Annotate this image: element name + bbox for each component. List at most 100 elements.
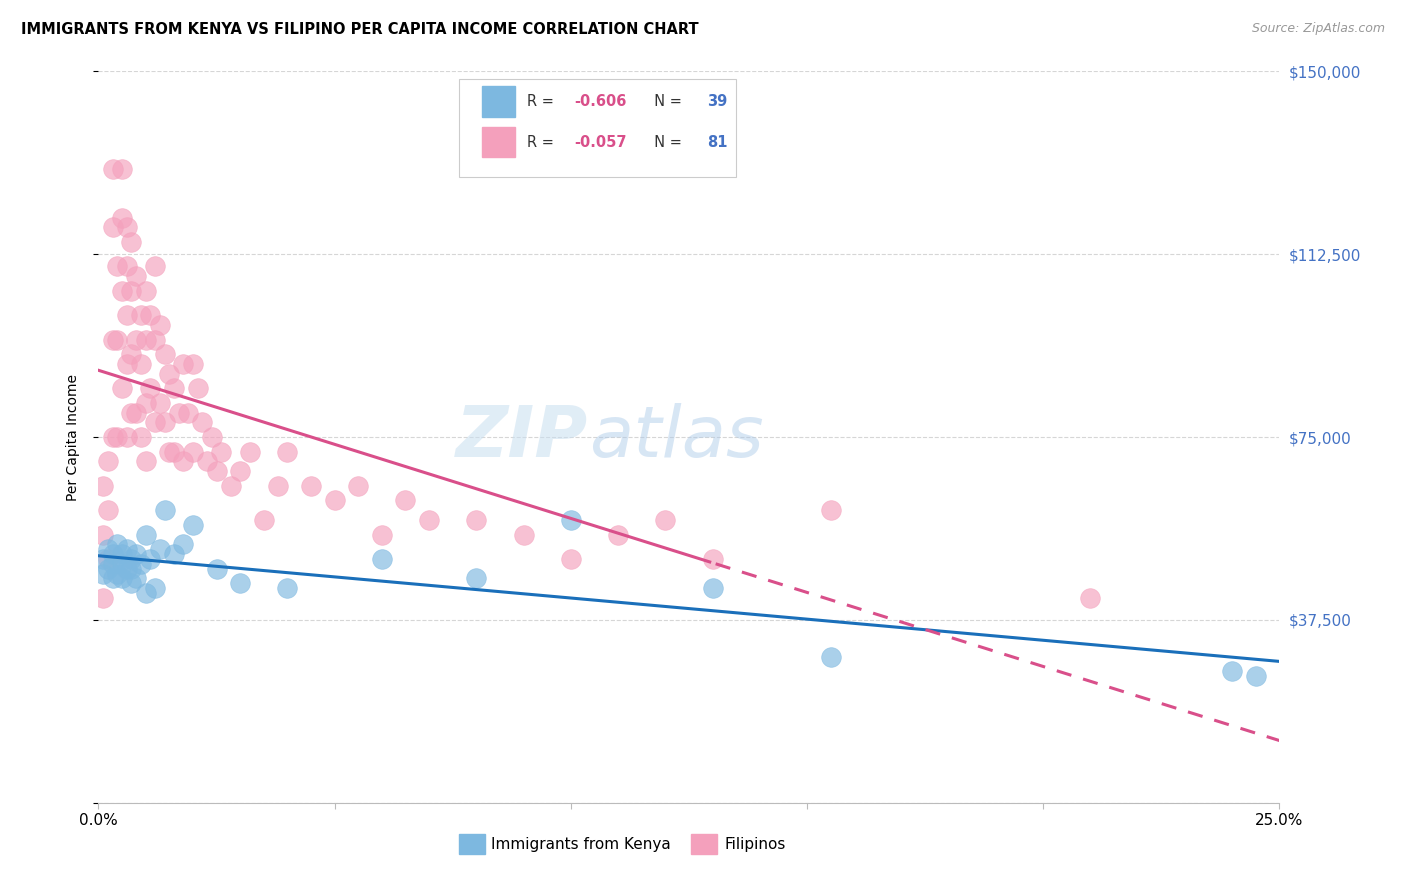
Point [111,572,134,586]
Point [91,552,114,566]
Point [239,444,262,458]
Point [394,493,416,508]
Point [177,406,200,420]
Point [820,503,842,517]
Point [149,318,172,332]
Point [172,537,194,551]
Bar [692,833,717,854]
Point [115,430,138,444]
Point [143,581,166,595]
Point [1244,669,1267,683]
Point [347,479,370,493]
Point [163,381,186,395]
Point [163,547,186,561]
Point [143,260,166,274]
Point [97,562,120,576]
Point [153,503,176,517]
Point [181,444,204,458]
Point [115,308,138,322]
Point [125,547,148,561]
Point [1220,664,1243,678]
Point [121,235,143,249]
Point [229,576,252,591]
Point [560,552,582,566]
Point [135,527,157,541]
Point [418,513,440,527]
Point [465,513,488,527]
Y-axis label: Per Capita Income: Per Capita Income [66,374,80,500]
Text: IMMIGRANTS FROM KENYA VS FILIPINO PER CAPITA INCOME CORRELATION CHART: IMMIGRANTS FROM KENYA VS FILIPINO PER CA… [21,22,699,37]
Point [253,513,276,527]
Point [121,406,143,420]
Point [129,357,152,371]
Point [121,552,143,566]
Point [135,454,157,468]
Point [1080,591,1102,605]
Point [135,396,157,410]
Point [125,333,148,347]
Point [105,260,128,274]
Point [205,464,228,478]
Text: atlas: atlas [589,402,763,472]
Point [121,284,143,298]
Point [91,527,114,541]
Point [105,537,128,551]
Point [139,381,162,395]
Point [115,542,138,557]
Text: R =: R = [527,135,558,150]
Point [149,396,172,410]
Point [191,416,214,430]
Point [267,479,290,493]
Point [371,527,394,541]
Bar [458,833,485,854]
Point [465,572,488,586]
Point [97,542,120,557]
Point [181,357,204,371]
Point [115,562,138,576]
Point [157,367,180,381]
Point [125,269,148,284]
Point [153,347,176,361]
Bar [482,127,516,158]
Point [121,562,143,576]
Point [111,211,134,225]
Point [181,517,204,532]
Point [101,430,124,444]
Point [105,566,128,581]
Point [91,591,114,605]
Point [139,552,162,566]
Point [101,220,124,235]
Point [820,649,842,664]
Point [105,430,128,444]
Point [143,416,166,430]
Point [607,527,630,541]
Point [276,444,298,458]
Text: N =: N = [645,95,686,109]
Point [111,557,134,571]
Text: N =: N = [645,135,686,150]
Point [115,260,138,274]
Point [101,333,124,347]
Point [105,333,128,347]
Point [149,542,172,557]
Point [121,347,143,361]
Point [187,381,209,395]
Point [229,464,252,478]
Bar [482,87,516,117]
Point [125,572,148,586]
Point [371,552,394,566]
Point [205,562,228,576]
FancyBboxPatch shape [458,78,737,178]
Point [163,444,186,458]
Point [157,444,180,458]
Point [323,493,346,508]
Point [97,503,120,517]
Text: Immigrants from Kenya: Immigrants from Kenya [491,837,671,852]
Point [167,406,190,420]
Point [135,586,157,600]
Point [143,333,166,347]
Point [195,454,218,468]
Point [512,527,534,541]
Point [172,357,194,371]
Point [129,308,152,322]
